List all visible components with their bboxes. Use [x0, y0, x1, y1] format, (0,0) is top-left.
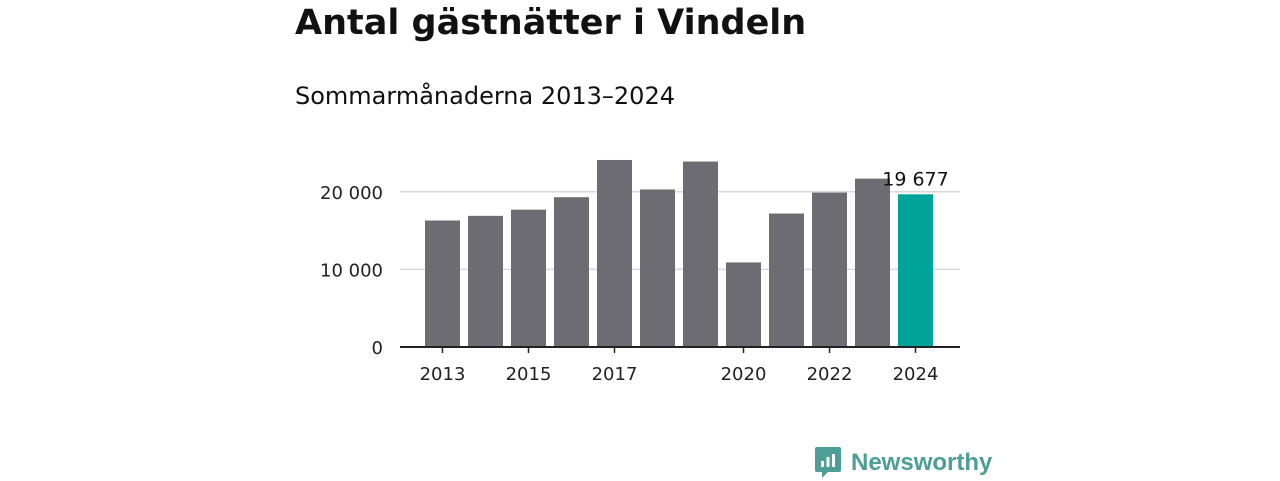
- bar-2021: [769, 213, 804, 347]
- bar-2015: [511, 209, 546, 347]
- bar-2020: [726, 262, 761, 347]
- x-tick-label: 2013: [420, 364, 466, 385]
- bar-2014: [468, 215, 503, 347]
- bars: [425, 159, 933, 347]
- y-axis-ticks: 0 10 000 20 000: [320, 183, 383, 359]
- bar-2024: [898, 194, 933, 347]
- x-tick-label: 2022: [807, 364, 853, 385]
- x-tick-label: 2015: [506, 364, 552, 385]
- data-label: 19 677: [882, 168, 948, 190]
- x-tick-label: 2017: [592, 364, 638, 385]
- x-tick-label: 2024: [893, 364, 939, 385]
- bar-2022: [812, 192, 847, 347]
- bar-2023: [855, 178, 890, 347]
- brand-logo: Newsworthy: [814, 445, 992, 481]
- brand-name: Newsworthy: [851, 449, 993, 476]
- newsworthy-logo-icon: [815, 447, 841, 478]
- bar-2018: [640, 189, 675, 347]
- x-tick-label: 2020: [721, 364, 767, 385]
- y-tick-label: 0: [372, 338, 383, 359]
- data-labels: 19 677: [882, 168, 948, 190]
- y-tick-label: 20 000: [320, 183, 383, 204]
- y-tick-label: 10 000: [320, 260, 383, 281]
- chart-title: Antal gästnätter i Vindeln: [295, 3, 807, 43]
- bar-2016: [554, 197, 589, 347]
- x-axis-ticks: 2013 2015 2017 2020 2022 2024: [420, 347, 939, 385]
- chart-subtitle: Sommarmånaderna 2013–2024: [295, 82, 675, 110]
- bar-2019: [683, 161, 718, 347]
- bar-2013: [425, 220, 460, 347]
- bar-2017: [597, 159, 632, 347]
